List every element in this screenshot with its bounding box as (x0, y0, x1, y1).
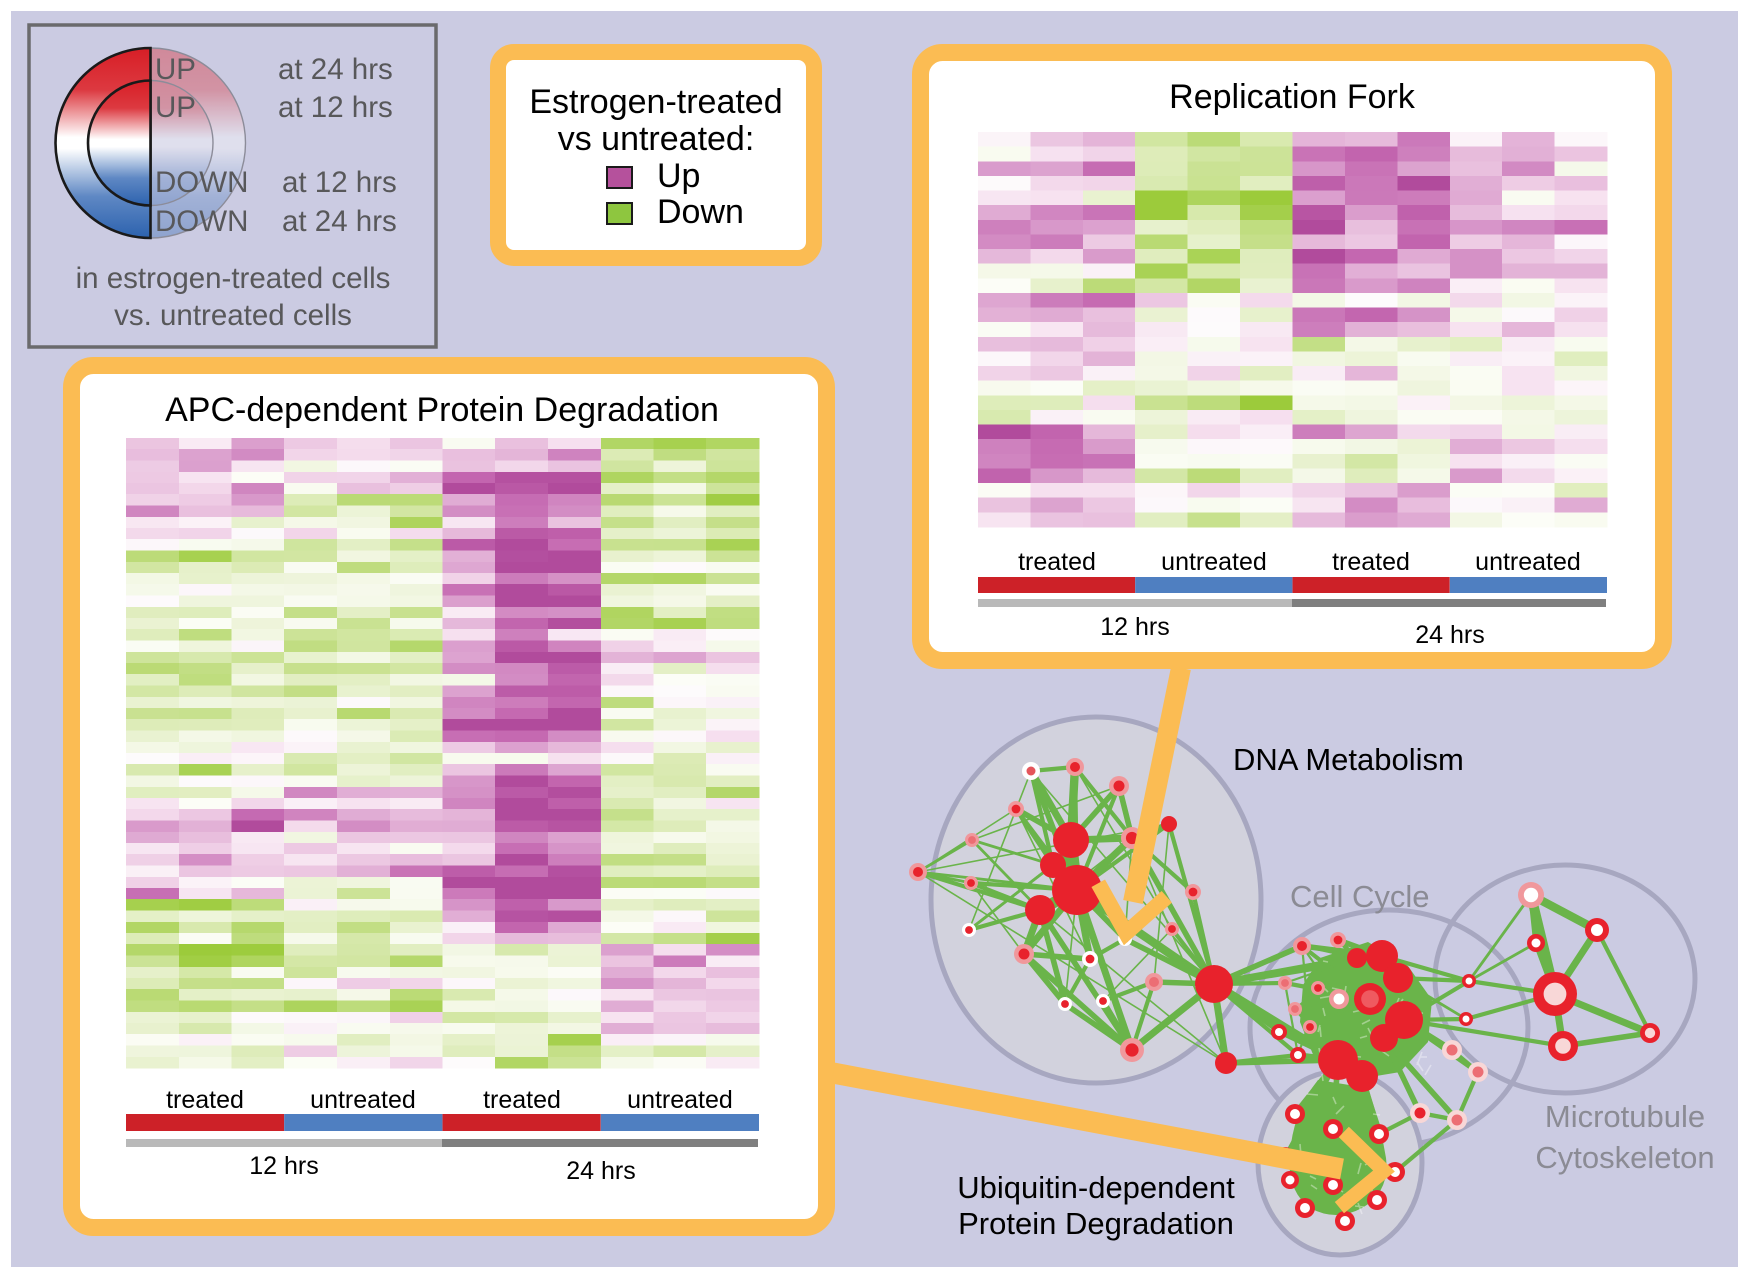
svg-text:treated: treated (166, 1086, 244, 1114)
svg-text:12 hrs: 12 hrs (1100, 613, 1169, 641)
svg-text:at 24 hrs: at 24 hrs (282, 205, 397, 238)
svg-text:Replication Fork: Replication Fork (1169, 78, 1416, 116)
svg-text:untreated: untreated (627, 1086, 733, 1114)
svg-text:DOWN: DOWN (155, 205, 248, 238)
svg-text:24 hrs: 24 hrs (566, 1157, 635, 1185)
svg-text:Protein Degradation: Protein Degradation (958, 1206, 1234, 1241)
svg-text:DOWN: DOWN (155, 166, 248, 199)
svg-text:Estrogen-treated: Estrogen-treated (529, 83, 782, 121)
svg-text:treated: treated (1332, 548, 1410, 576)
svg-text:at 12 hrs: at 12 hrs (278, 91, 393, 124)
svg-text:Cytoskeleton: Cytoskeleton (1535, 1140, 1714, 1175)
svg-text:DNA Metabolism: DNA Metabolism (1233, 742, 1464, 777)
svg-text:Cell Cycle: Cell Cycle (1290, 879, 1430, 914)
svg-text:Microtubule: Microtubule (1545, 1099, 1705, 1134)
svg-text:treated: treated (1018, 548, 1096, 576)
svg-text:untreated: untreated (310, 1086, 416, 1114)
svg-text:UP: UP (155, 91, 196, 124)
svg-text:Ubiquitin-dependent: Ubiquitin-dependent (957, 1170, 1235, 1205)
svg-text:untreated: untreated (1475, 548, 1581, 576)
svg-text:24 hrs: 24 hrs (1415, 621, 1484, 649)
svg-text:at 12 hrs: at 12 hrs (282, 166, 397, 199)
svg-text:vs untreated:: vs untreated: (558, 120, 755, 158)
svg-text:untreated: untreated (1161, 548, 1267, 576)
svg-text:UP: UP (155, 53, 196, 86)
svg-text:Down: Down (657, 193, 744, 231)
svg-text:APC-dependent Protein Degradat: APC-dependent Protein Degradation (165, 391, 719, 429)
svg-text:in estrogen-treated cells: in estrogen-treated cells (76, 262, 391, 295)
svg-text:treated: treated (483, 1086, 561, 1114)
svg-text:12 hrs: 12 hrs (249, 1152, 318, 1180)
svg-text:Up: Up (657, 157, 700, 195)
svg-text:vs. untreated cells: vs. untreated cells (114, 299, 352, 332)
svg-text:at 24 hrs: at 24 hrs (278, 53, 393, 86)
